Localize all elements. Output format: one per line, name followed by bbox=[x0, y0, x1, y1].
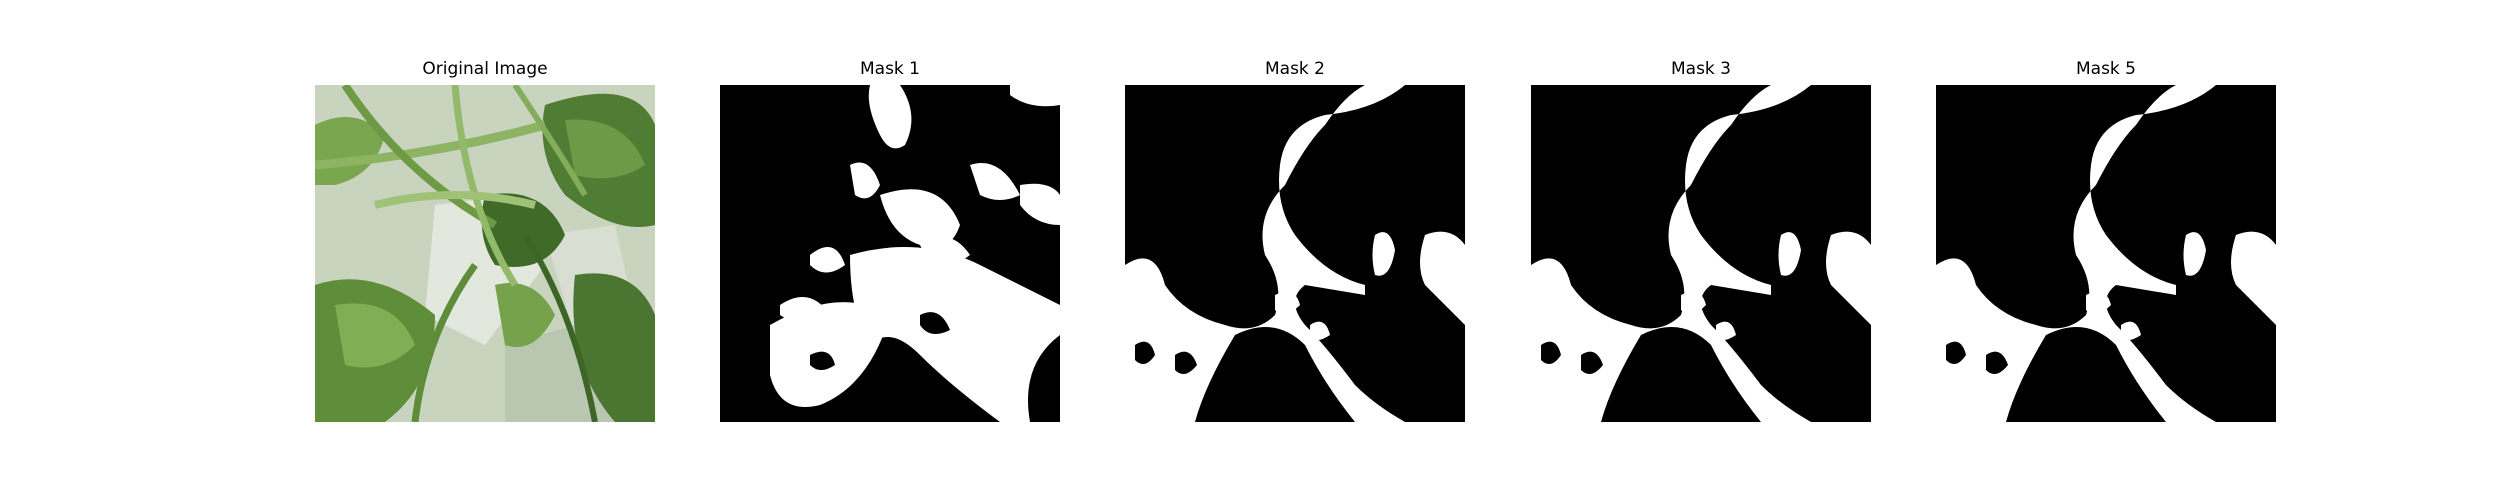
mask-1-image bbox=[720, 85, 1060, 422]
mask-2-title: Mask 2 bbox=[1264, 59, 1325, 79]
mask-1-title: Mask 1 bbox=[859, 59, 920, 79]
original-image-title: Original Image bbox=[422, 59, 548, 79]
mask-3-title: Mask 3 bbox=[1670, 59, 1731, 79]
mask-2-image bbox=[1125, 85, 1465, 422]
mask-5-title: Mask 5 bbox=[2075, 59, 2136, 79]
mask-5-image bbox=[1936, 85, 2276, 422]
mask-3-image bbox=[1531, 85, 1871, 422]
original-image bbox=[315, 85, 655, 422]
